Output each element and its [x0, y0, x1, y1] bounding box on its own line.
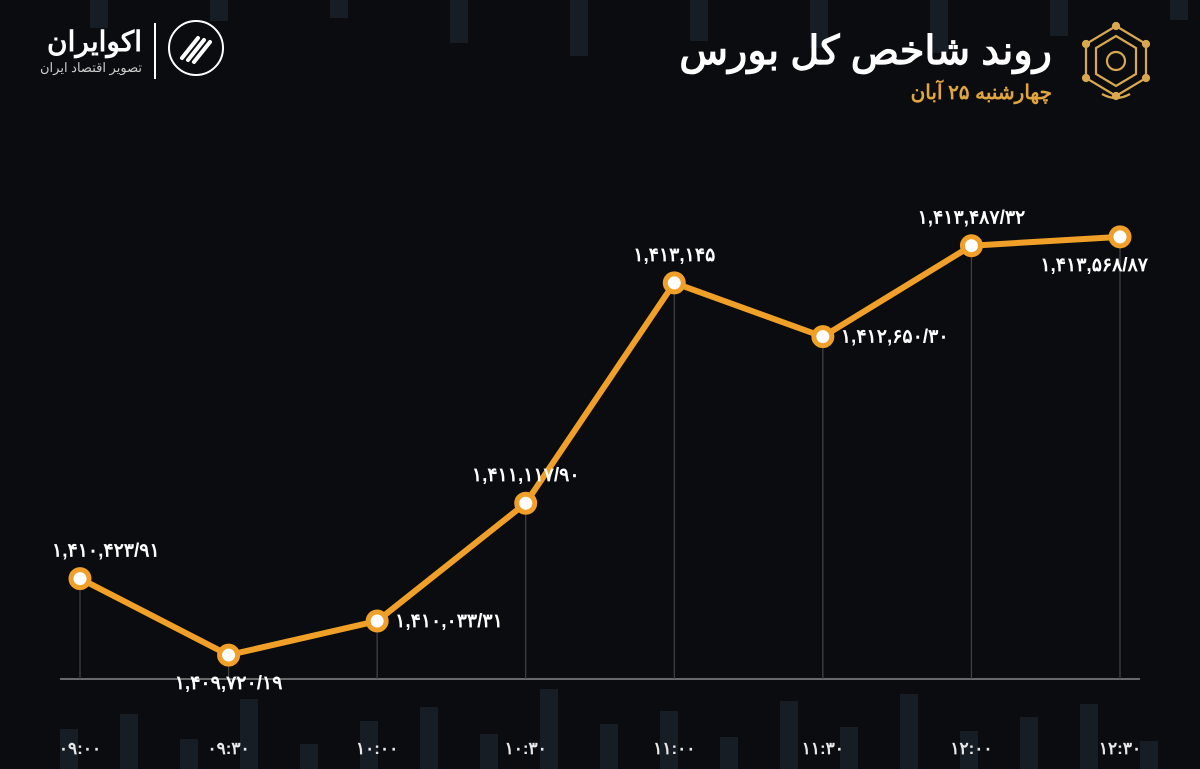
- x-axis-tick-label: ۱۱:۰۰: [653, 739, 695, 759]
- x-axis-tick-label: ۱۲:۳۰: [1099, 739, 1141, 759]
- x-axis-tick-label: ۱۲:۰۰: [950, 739, 992, 759]
- brand-block: اکوایران تصویر اقتصاد ایران: [40, 20, 224, 81]
- title-block: روند شاخص کل بورس چهارشنبه ۲۵ آبان: [679, 20, 1160, 113]
- data-point-label: ۱,۴۱۱,۱۱۷/۹۰: [472, 465, 580, 486]
- data-point-label: ۱,۴۱۲,۶۵۰/۳۰: [841, 327, 949, 348]
- data-point-label: ۱,۴۰۹,۷۲۰/۱۹: [175, 673, 283, 694]
- data-point-label: ۱,۴۱۳,۵۶۸/۸۷: [1040, 255, 1148, 276]
- brand-logo-icon: [168, 20, 224, 81]
- x-axis-tick-label: ۰۹:۰۰: [59, 739, 101, 759]
- chart-subtitle: چهارشنبه ۲۵ آبان: [679, 80, 1052, 105]
- x-axis-tick-label: ۱۱:۳۰: [802, 739, 844, 759]
- data-point-label: ۱,۴۱۰,۰۳۳/۳۱: [395, 611, 503, 632]
- brand-divider: [154, 23, 156, 79]
- line-chart: ۱,۴۱۰,۴۲۳/۹۱۱,۴۰۹,۷۲۰/۱۹۱,۴۱۰,۰۳۳/۳۱۱,۴۱…: [50, 160, 1150, 689]
- chart-area: ۱,۴۱۰,۴۲۳/۹۱۱,۴۰۹,۷۲۰/۱۹۱,۴۱۰,۰۳۳/۳۱۱,۴۱…: [50, 160, 1150, 689]
- x-axis-tick-label: ۱۰:۰۰: [356, 739, 398, 759]
- brand-name: اکوایران: [40, 25, 142, 58]
- brand-tagline: تصویر اقتصاد ایران: [40, 60, 142, 76]
- chart-title: روند شاخص کل بورس: [679, 28, 1052, 74]
- x-axis-tick-label: ۱۰:۳۰: [505, 739, 547, 759]
- data-point-label: ۱,۴۱۰,۴۲۳/۹۱: [52, 541, 160, 562]
- x-axis-tick-label: ۰۹:۳۰: [207, 739, 249, 759]
- emblem-icon: [1072, 20, 1160, 113]
- data-point-label: ۱,۴۱۳,۱۴۵: [633, 245, 715, 266]
- data-point-label: ۱,۴۱۳,۴۸۷/۳۲: [918, 208, 1026, 229]
- header: اکوایران تصویر اقتصاد ایران: [40, 20, 1160, 113]
